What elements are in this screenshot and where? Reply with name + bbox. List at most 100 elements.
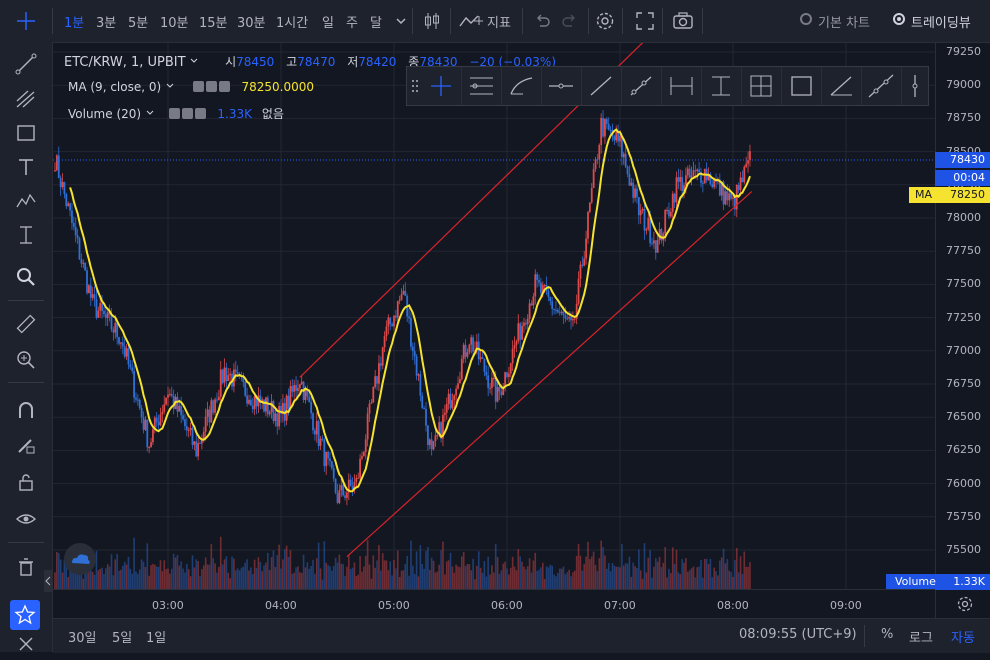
crosshair-icon[interactable] (14, 9, 38, 33)
rectangle-icon (791, 76, 812, 96)
close-icon[interactable] (14, 632, 38, 656)
cross-cursor-tool[interactable] (422, 67, 462, 105)
price-range-tool[interactable] (702, 67, 742, 105)
ma-legend-label[interactable]: MA (9, close, 0) (68, 80, 162, 94)
candlestick-icon[interactable] (420, 9, 444, 33)
chart-settings-icon[interactable] (955, 594, 975, 614)
interval-3m[interactable]: 3분 (96, 16, 117, 31)
symbol-title[interactable]: ETC/KRW, 1, UPBIT (64, 55, 186, 70)
pattern-icon[interactable] (14, 189, 38, 213)
eye-icon[interactable] (14, 507, 38, 531)
view-basic-label[interactable]: 기본 차트 (818, 16, 870, 31)
fullscreen-icon[interactable] (633, 9, 657, 33)
volume-bar (434, 572, 437, 589)
pencil-lock-icon[interactable] (14, 433, 38, 457)
range-1d[interactable]: 1일 (146, 631, 167, 646)
text-icon[interactable] (14, 155, 38, 179)
view-tradingview-radio[interactable] (893, 13, 905, 25)
interval-1m[interactable]: 1분 (64, 16, 85, 31)
volume-bar (547, 567, 550, 589)
interval-10m[interactable]: 10분 (160, 16, 189, 31)
lock-icon[interactable] (14, 470, 38, 494)
close-icon[interactable] (218, 81, 230, 92)
chevron-down-icon[interactable] (145, 108, 155, 118)
chevron-left-icon (45, 576, 51, 586)
trendline-tool[interactable] (582, 67, 622, 105)
volume-bar (645, 572, 648, 589)
collapse-toolbar-button[interactable] (44, 570, 52, 592)
interval-5m[interactable]: 5분 (128, 16, 149, 31)
clock-display[interactable]: 08:09:55 (UTC+9) (739, 627, 857, 642)
drag-handle-icon[interactable] (411, 78, 419, 94)
fib-tool[interactable] (462, 67, 502, 105)
range-5d[interactable]: 5일 (112, 631, 133, 646)
view-basic-radio[interactable] (800, 13, 812, 25)
chevron-down-icon[interactable] (165, 81, 175, 91)
magnet-icon[interactable] (14, 398, 38, 422)
price-chart[interactable] (53, 43, 990, 618)
ruler-icon[interactable] (14, 312, 38, 336)
gear-icon[interactable] (593, 9, 617, 33)
zoom-in-icon[interactable] (14, 348, 38, 372)
volume-bar (530, 572, 533, 589)
extended-line-tool[interactable] (862, 67, 902, 105)
search-icon[interactable] (14, 265, 38, 289)
interval-15m[interactable]: 15분 (199, 16, 228, 31)
log-toggle[interactable]: 로그 (909, 631, 933, 646)
interval-week[interactable]: 주 (346, 16, 358, 31)
auto-toggle[interactable]: 자동 (951, 631, 975, 646)
interval-month[interactable]: 달 (370, 16, 382, 31)
rectangle-tool[interactable] (782, 67, 822, 105)
candle-body (383, 336, 386, 348)
volume-bar (157, 566, 160, 589)
redo-icon[interactable] (558, 9, 582, 33)
candle-body (251, 405, 254, 410)
volume-bar (585, 556, 587, 589)
indicators-icon[interactable] (458, 9, 482, 33)
eye-icon[interactable] (168, 108, 180, 119)
gear-icon[interactable] (181, 108, 193, 119)
indicators-button[interactable]: 지표 (487, 16, 511, 31)
candle-body (219, 369, 222, 397)
date-range-tool[interactable] (662, 67, 702, 105)
volume-bar (726, 559, 729, 589)
chart-area[interactable]: 7925079000787507850078250780007775077500… (53, 43, 990, 652)
camera-icon[interactable] (671, 9, 695, 33)
trendline-icon[interactable] (14, 52, 38, 76)
candle-body (184, 419, 186, 427)
interval-1h[interactable]: 1시간 (276, 16, 309, 31)
tradingview-logo[interactable] (64, 543, 96, 575)
vertical-line-tool[interactable] (902, 67, 928, 105)
interval-30m[interactable]: 30분 (237, 16, 266, 31)
trash-icon[interactable] (14, 555, 38, 579)
chevron-down-icon[interactable] (189, 56, 199, 66)
close-icon[interactable] (194, 108, 206, 119)
volume-bar (268, 570, 271, 589)
undo-icon[interactable] (530, 9, 554, 33)
price-axis[interactable]: 7925079000787507850078250780007775077500… (935, 43, 990, 618)
angle-tool[interactable] (822, 67, 862, 105)
horizontal-ray-tool[interactable] (542, 67, 582, 105)
interval-day[interactable]: 일 (322, 16, 334, 31)
favorites-button[interactable] (10, 600, 40, 630)
candle-body (144, 419, 147, 430)
measure-icon[interactable] (14, 223, 38, 247)
chevron-down-icon[interactable] (392, 9, 410, 33)
time-axis[interactable]: 03:00 04:00 05:00 06:00 07:00 08:00 09:00 (53, 589, 935, 619)
volume-bar (348, 555, 350, 589)
view-tradingview-label[interactable]: 트레이딩뷰 (911, 16, 971, 31)
percent-toggle[interactable]: % (881, 627, 894, 642)
range-30d[interactable]: 30일 (68, 631, 97, 646)
gear-icon[interactable] (205, 81, 217, 92)
rectangle-icon[interactable] (14, 121, 38, 145)
volume-legend-label[interactable]: Volume (20) (68, 107, 142, 121)
ray-tool[interactable] (622, 67, 662, 105)
price-date-range-tool[interactable] (742, 67, 782, 105)
volume-bar (238, 570, 241, 589)
volume-bar (436, 571, 439, 589)
pitchfork-icon[interactable] (14, 87, 38, 111)
candle-body (530, 303, 533, 306)
brush-tool[interactable] (502, 67, 542, 105)
volume-bar (583, 564, 586, 589)
eye-icon[interactable] (192, 81, 204, 92)
